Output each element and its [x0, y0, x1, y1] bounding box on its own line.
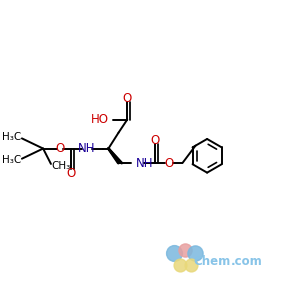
Text: NH: NH — [136, 157, 154, 169]
Text: NH: NH — [78, 142, 95, 155]
Point — [171, 250, 176, 255]
Point — [177, 262, 182, 267]
Point — [189, 262, 194, 267]
Text: O: O — [123, 92, 132, 105]
Text: H₃C: H₃C — [2, 132, 21, 142]
Text: Chem: Chem — [193, 255, 230, 268]
Text: O: O — [55, 142, 64, 155]
Text: CH₃: CH₃ — [52, 161, 71, 171]
Point — [193, 250, 198, 255]
Text: .com: .com — [230, 255, 262, 268]
Text: H₃C: H₃C — [2, 155, 21, 165]
Text: O: O — [150, 134, 160, 147]
Point — [183, 248, 188, 253]
Text: O: O — [164, 157, 173, 169]
Text: O: O — [66, 167, 75, 180]
Text: HO: HO — [90, 113, 108, 126]
